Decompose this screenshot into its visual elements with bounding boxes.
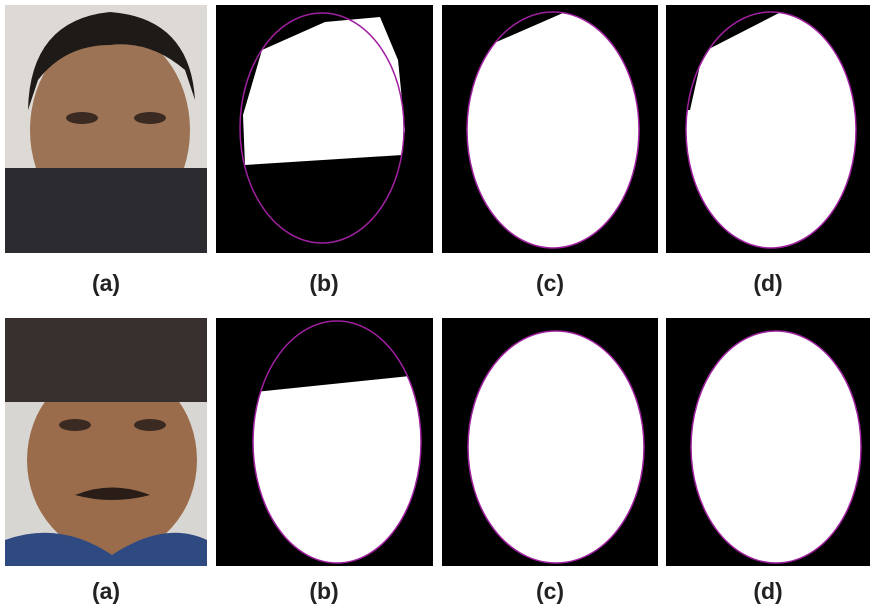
photo [5,5,207,253]
panel-label: (b) [309,578,338,604]
panel-label: (a) [92,270,120,296]
mask [442,318,658,566]
page: (a) (b) (c) (d) (a) (b) (c) (d) (() => {… [0,0,874,610]
panel-label: (d) [753,578,782,604]
panel-label: (c) [536,270,564,296]
panel-label: (c) [536,578,564,604]
panel-label: (d) [753,270,782,296]
mask [442,5,658,253]
photo [5,318,207,566]
mask [666,318,870,566]
mask [216,5,433,253]
mask [666,5,870,253]
panel-label: (b) [309,270,338,296]
panel-label: (a) [92,578,120,604]
mask [216,318,433,566]
figure: (a) (b) (c) (d) (a) (b) (c) (d) [0,0,874,610]
